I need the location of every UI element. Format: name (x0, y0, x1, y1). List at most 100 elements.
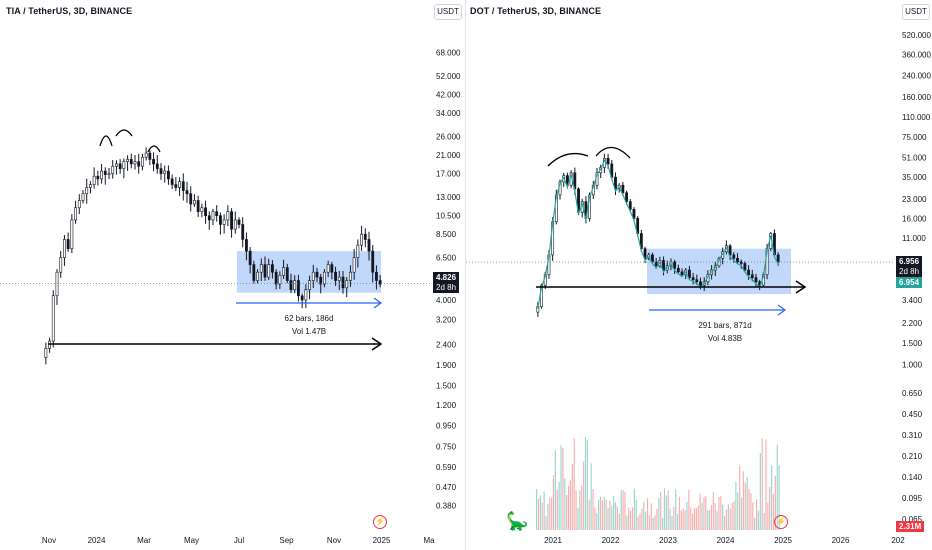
volume-bar (772, 494, 775, 530)
volume-bar (765, 439, 767, 530)
dot-countdown-label: 2d 8h (896, 266, 923, 277)
x-tick-label: 2022 (602, 536, 620, 545)
volume-bar (569, 479, 572, 530)
candle-body (141, 156, 144, 167)
volume-bar (652, 517, 654, 530)
volume-tick-label: 0.450 (902, 410, 923, 419)
candle-body (341, 276, 345, 289)
volume-bar (537, 498, 540, 530)
y-tick-label: 51.000 (902, 153, 927, 162)
x-tick-label: 2025 (373, 536, 391, 545)
y-tick-label: 1.500 (436, 382, 457, 391)
x-tick-label: Jul (234, 536, 244, 545)
candle-body (222, 219, 226, 225)
tia-lightning-icon[interactable]: ⚡ (373, 515, 387, 529)
y-tick-label: 240.000 (902, 72, 931, 81)
y-tick-label: 34.000 (436, 109, 461, 118)
tia-pattern-arc (147, 145, 161, 153)
volume-bar (663, 488, 666, 530)
volume-bar (682, 508, 684, 530)
volume-bar (650, 503, 652, 530)
volume-bar (577, 508, 579, 530)
volume-bar (648, 515, 650, 530)
candle-body (230, 211, 233, 230)
tia-chart-panel[interactable]: 68.000 52.000 42.000 34.000 26.000 21.000 17.0… (0, 0, 466, 550)
candle-body (200, 207, 204, 212)
candle-body (263, 264, 267, 278)
y-tick-label: 21.000 (436, 151, 461, 160)
dot-volume-badge: 2.31M (896, 521, 925, 532)
y-tick-label: 10.500 (436, 212, 461, 221)
tia-currency-button[interactable]: USDT (434, 4, 462, 20)
volume-bar (643, 502, 645, 530)
candle-body (315, 271, 319, 278)
candle-body (367, 239, 371, 252)
volume-bar (677, 513, 679, 530)
candle-body (776, 254, 780, 263)
volume-bar (671, 516, 673, 530)
volume-bar (763, 512, 765, 530)
y-tick-label: 11.000 (902, 234, 926, 243)
tia-measure-arrowhead (373, 297, 383, 309)
volume-bar (720, 496, 722, 530)
volume-bar (554, 450, 556, 530)
volume-bar (560, 445, 562, 530)
volume-bar (609, 500, 611, 530)
volume-bar (724, 515, 726, 530)
dot-lightning-icon[interactable]: ⚡ (774, 515, 788, 529)
candle-body (363, 233, 367, 240)
volume-bar (603, 496, 605, 530)
x-tick-label: May (184, 536, 199, 545)
volume-bar (690, 507, 692, 530)
volume-bar (716, 511, 718, 530)
candle-body (651, 254, 654, 263)
candle-body (103, 170, 107, 175)
volume-bar (633, 488, 635, 530)
volume-bar (539, 495, 541, 530)
dot-chart-panel[interactable]: 520.000 360.000 240.000 160.000 110.000 75.00… (466, 0, 932, 550)
volume-bar (661, 517, 664, 530)
y-tick-label: 360.000 (902, 50, 931, 59)
candle-body (625, 192, 628, 202)
volume-tick-label: 0.210 (902, 452, 923, 461)
candle-body (252, 264, 256, 281)
volume-bar (630, 510, 632, 530)
y-tick-label: 110.000 (902, 113, 931, 122)
candle-body (215, 211, 219, 217)
volume-bar (622, 490, 624, 530)
candle-body (736, 257, 739, 263)
dot-currency-button[interactable]: USDT (902, 4, 930, 20)
candle-body (163, 170, 167, 174)
volume-bar (641, 508, 643, 530)
volume-bar (594, 507, 596, 530)
tia-measure-volume-label: Vol 1.47B (291, 327, 327, 336)
candle-body (77, 200, 81, 209)
x-tick-label: Nov (42, 536, 56, 545)
volume-bar (701, 502, 703, 530)
tia-pattern-arc (99, 135, 113, 147)
volume-bar (598, 499, 600, 530)
volume-bar (616, 506, 619, 530)
volume-bar (769, 486, 771, 530)
volume-bar (761, 438, 763, 530)
tia-chart-canvas[interactable]: 68.000 52.000 42.000 34.000 26.000 21.000 17.0… (0, 0, 466, 550)
volume-bar (665, 495, 667, 530)
volume-bar (660, 491, 662, 530)
candle-body (606, 158, 610, 165)
candle-body (676, 268, 680, 273)
volume-bar (646, 498, 649, 530)
y-tick-label: 1.500 (902, 339, 923, 348)
volume-bar (759, 453, 761, 530)
volume-bar (710, 505, 713, 530)
tia-symbol-title[interactable]: TIA / TetherUS, 3D, BINANCE (6, 6, 133, 16)
dot-chart-canvas[interactable]: 520.000 360.000 240.000 160.000 110.000 75.00… (466, 0, 932, 550)
volume-tick-label: 0.065 (902, 515, 923, 524)
volume-bar (588, 499, 590, 530)
volume-bar (680, 510, 682, 530)
candle-body (728, 245, 732, 256)
dot-symbol-title[interactable]: DOT / TetherUS, 3D, BINANCE (470, 6, 602, 16)
candle-body (89, 184, 92, 188)
candle-body (754, 277, 758, 283)
y-tick-label: 520.000 (902, 31, 931, 40)
candle-body (267, 264, 271, 278)
